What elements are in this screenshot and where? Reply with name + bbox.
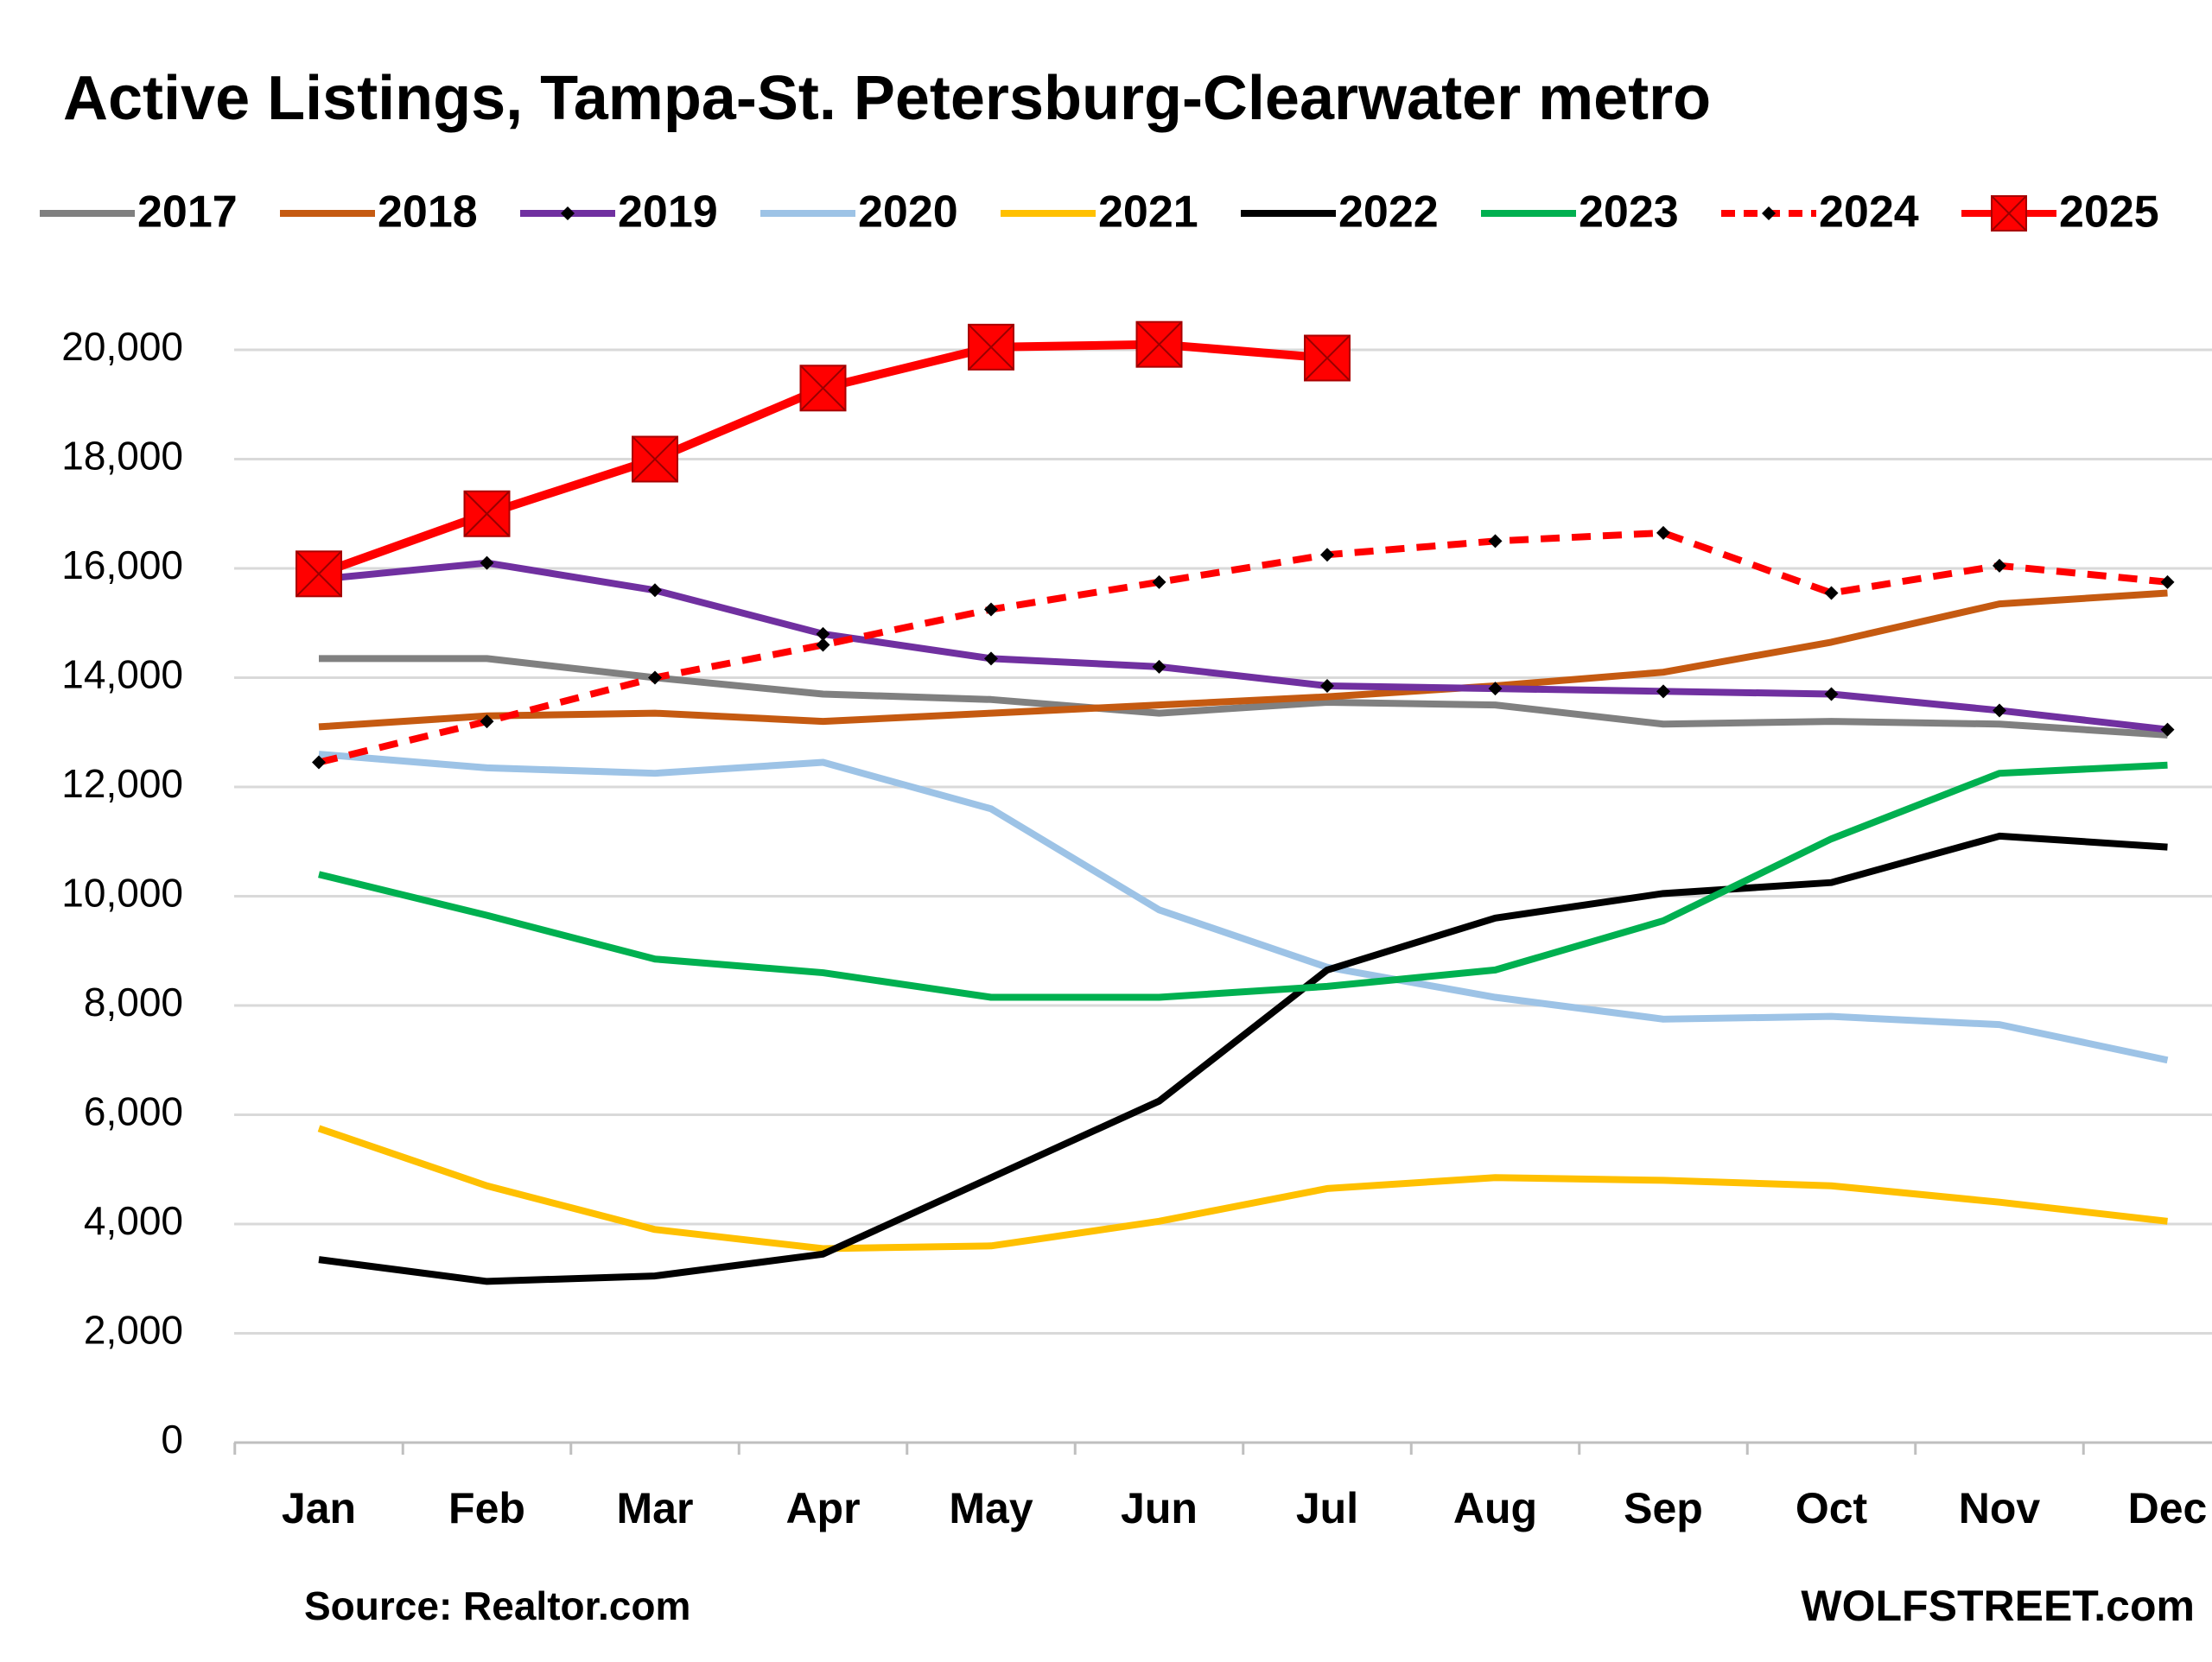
marker-cross [463, 491, 511, 537]
series-line [317, 1125, 2168, 1253]
legend-label: 2017 [137, 187, 238, 238]
chart-title: Active Listings, Tampa-St. Petersburg-Cl… [63, 64, 1711, 133]
marker [648, 670, 662, 685]
marker-cross [632, 435, 678, 483]
x-tick-label: Sep [1624, 1484, 1703, 1532]
marker [1656, 684, 1670, 699]
legend-label: 2021 [1098, 187, 1198, 238]
y-tick-label: 2,000 [84, 1308, 183, 1353]
x-tick-label: Apr [785, 1484, 860, 1532]
y-tick-label: 8,000 [84, 980, 183, 1024]
y-tick-label: 14,000 [61, 652, 183, 697]
series-line [318, 589, 2168, 731]
y-tick-label: 18,000 [61, 434, 183, 479]
series-line [318, 559, 2168, 733]
x-tick-label: Aug [1453, 1484, 1537, 1532]
marker [1824, 586, 1839, 600]
y-tick-label: 20,000 [61, 324, 183, 369]
y-tick-label: 12,000 [61, 761, 183, 806]
marker [1320, 548, 1334, 562]
marker-cross [296, 550, 342, 598]
marker [816, 626, 830, 641]
marker [984, 651, 998, 666]
legend-label: 2023 [1579, 187, 1679, 238]
marker-cross [1991, 195, 2027, 232]
x-tick-label: Oct [1796, 1484, 1868, 1532]
marker [648, 583, 662, 598]
legend-label: 2019 [618, 187, 718, 238]
marker [1152, 574, 1166, 589]
series-line [318, 832, 2168, 1285]
marker [1488, 682, 1503, 696]
x-tick-label: Jul [1296, 1484, 1358, 1532]
x-tick-label: Nov [1959, 1484, 2041, 1532]
x-tick-label: Feb [448, 1484, 525, 1532]
x-tick-label: Dec [2128, 1484, 2208, 1532]
legend-label: 2018 [378, 187, 478, 238]
legend-label: 2025 [2059, 187, 2159, 238]
credit: WOLFSTREET.com [1801, 1582, 2195, 1630]
y-tick-label: 0 [161, 1417, 183, 1462]
legend-label: 2024 [1819, 187, 1919, 238]
series-line [319, 655, 2168, 739]
y-tick-label: 4,000 [84, 1198, 183, 1243]
marker-cross [1304, 334, 1351, 382]
marker [1488, 534, 1503, 549]
marker [1152, 659, 1166, 674]
marker [480, 555, 494, 570]
marker [816, 638, 830, 652]
x-tick-label: May [949, 1484, 1033, 1532]
source: Source: Realtor.com [304, 1583, 690, 1628]
marker [1320, 678, 1334, 693]
legend-label: 2020 [858, 187, 958, 238]
marker-cross [799, 365, 847, 411]
marker [2160, 574, 2175, 589]
marker [312, 755, 326, 770]
marker-cross [1135, 320, 1183, 368]
series-line [318, 529, 2168, 766]
marker [1824, 687, 1839, 701]
x-tick-label: Jan [282, 1484, 356, 1532]
marker [1656, 525, 1670, 540]
y-tick-label: 16,000 [61, 542, 183, 587]
marker [1993, 703, 2006, 718]
legend-label: 2022 [1338, 187, 1439, 238]
marker [1762, 206, 1776, 220]
y-tick-label: 6,000 [84, 1089, 183, 1134]
series-line [318, 761, 2168, 1001]
marker [2160, 722, 2175, 737]
marker-cross [968, 324, 1014, 371]
marker [561, 206, 575, 220]
marker [1993, 558, 2006, 573]
marker [984, 602, 998, 617]
series-line [318, 751, 2169, 1064]
x-tick-label: Mar [617, 1484, 694, 1532]
marker [480, 714, 494, 729]
y-tick-label: 10,000 [61, 871, 183, 916]
x-tick-label: Jun [1121, 1484, 1198, 1532]
